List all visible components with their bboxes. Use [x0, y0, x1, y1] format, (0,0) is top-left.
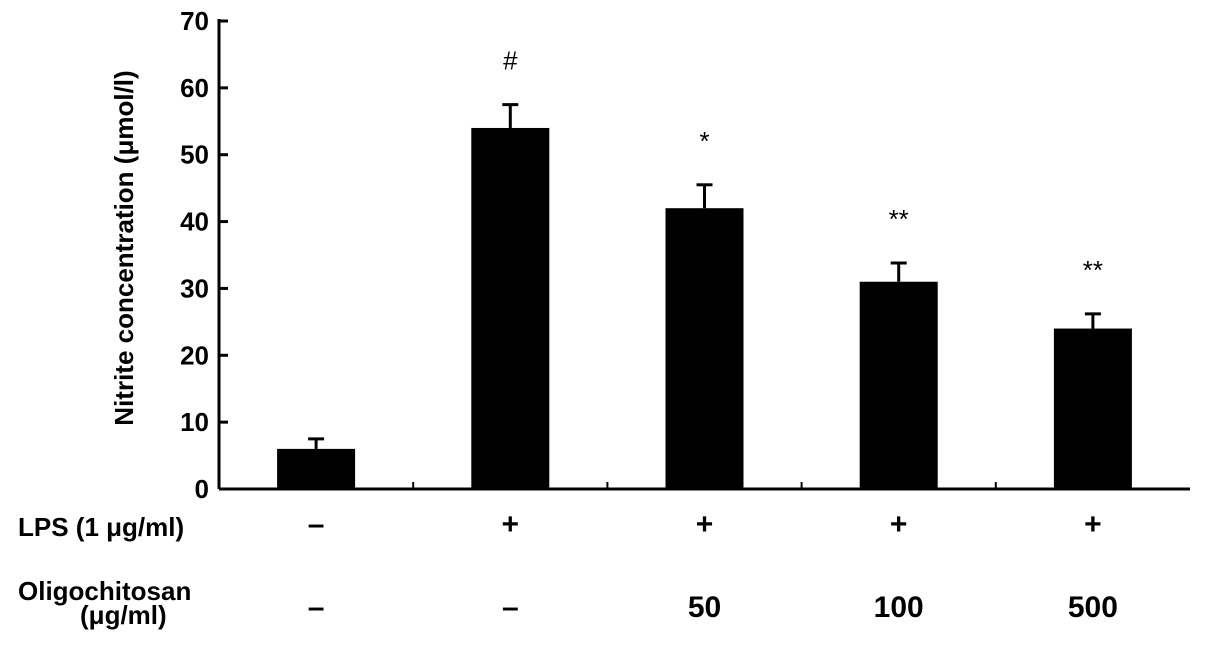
significance-mark: # — [503, 46, 518, 76]
bar — [859, 281, 938, 489]
y-tick-label: 70 — [180, 6, 209, 36]
y-tick-label: 20 — [180, 340, 209, 370]
significance-mark: ** — [889, 204, 909, 234]
y-axis-title: Nitrite concentration (μmol/l) — [109, 70, 139, 425]
significance-mark: * — [699, 126, 709, 156]
lps-value: + — [502, 508, 520, 541]
bar — [471, 127, 550, 489]
y-tick-label: 50 — [180, 140, 209, 170]
y-tick-label: 30 — [180, 273, 209, 303]
oligochitosan-value: 100 — [874, 591, 924, 624]
y-tick-label: 60 — [180, 73, 209, 103]
oligochitosan-row-label-line1: Oligochitosan — [18, 576, 191, 606]
oligochitosan-row-label-line2: (μg/ml) — [80, 600, 167, 630]
bar — [277, 448, 356, 489]
y-tick-label: 40 — [180, 207, 209, 237]
oligochitosan-value: – — [502, 591, 519, 624]
bar — [665, 208, 744, 489]
oligochitosan-value: 500 — [1068, 591, 1118, 624]
lps-value: + — [696, 508, 714, 541]
lps-value: – — [308, 508, 325, 541]
bar — [1053, 328, 1132, 489]
lps-value: + — [890, 508, 908, 541]
oligochitosan-value: – — [308, 591, 325, 624]
y-tick-label: 10 — [180, 407, 209, 437]
oligochitosan-value: 50 — [688, 591, 721, 624]
plot-area: 0 10 20 30 40 50 60 70 – – # + – * +50 ** +100 ** +500 — [180, 6, 1190, 624]
lps-row-label: LPS (1 μg/ml) — [18, 512, 184, 542]
significance-mark: ** — [1083, 255, 1103, 285]
y-tick-label: 0 — [195, 474, 209, 504]
lps-value: + — [1084, 508, 1102, 541]
oligochitosan-row-label: Oligochitosan (μg/ml) — [18, 576, 199, 630]
